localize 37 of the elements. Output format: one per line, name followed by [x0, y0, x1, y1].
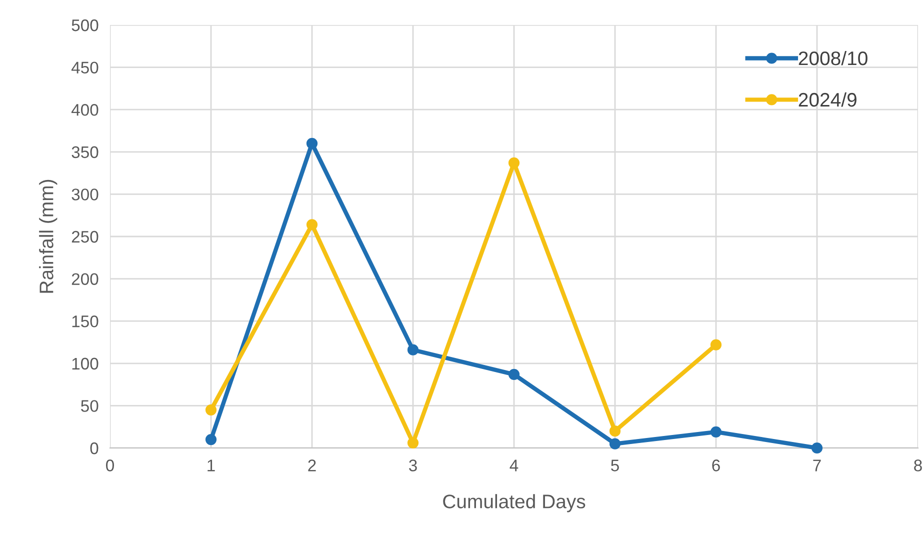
x-tick-label: 2: [308, 460, 316, 472]
point: [205, 404, 217, 416]
x-tick-label: 3: [409, 460, 417, 472]
x-tick-label: 6: [712, 460, 720, 472]
x-tick-label: 4: [510, 460, 518, 472]
x-tick-label: 0: [106, 460, 114, 472]
x-axis-title: Cumulated Days: [443, 494, 586, 512]
y-tick-label: 350: [72, 146, 98, 158]
point: [508, 368, 520, 380]
point: [508, 157, 520, 168]
y-axis-title: Rainfall (mm): [39, 180, 58, 293]
x-tick-label: 8: [914, 460, 922, 472]
point: [609, 438, 621, 450]
y-tick-label: 150: [72, 316, 98, 328]
x-tick-label: 5: [611, 460, 619, 472]
y-tick-label: 500: [72, 19, 98, 32]
y-tick-label: 300: [72, 188, 98, 200]
point: [811, 442, 823, 454]
point: [407, 344, 419, 356]
y-tick-label: 200: [72, 273, 98, 286]
x-tick-label: 7: [813, 460, 821, 472]
point: [306, 219, 318, 230]
y-tick-label: 450: [71, 62, 98, 74]
point: [205, 434, 217, 446]
x-tick-label: 1: [208, 460, 215, 472]
legend-label: 2008/10: [798, 50, 868, 66]
point: [407, 437, 419, 448]
point: [609, 426, 621, 437]
y-tick-label: 50: [81, 400, 98, 412]
y-tick-label: 0: [90, 442, 98, 454]
y-tick-label: 100: [72, 358, 98, 370]
point: [710, 426, 722, 438]
y-tick-label: 250: [72, 230, 98, 243]
y-tick-label: 400: [71, 104, 98, 116]
point: [306, 138, 318, 149]
point: [710, 339, 722, 350]
legend-label: 2024/9: [798, 92, 856, 107]
